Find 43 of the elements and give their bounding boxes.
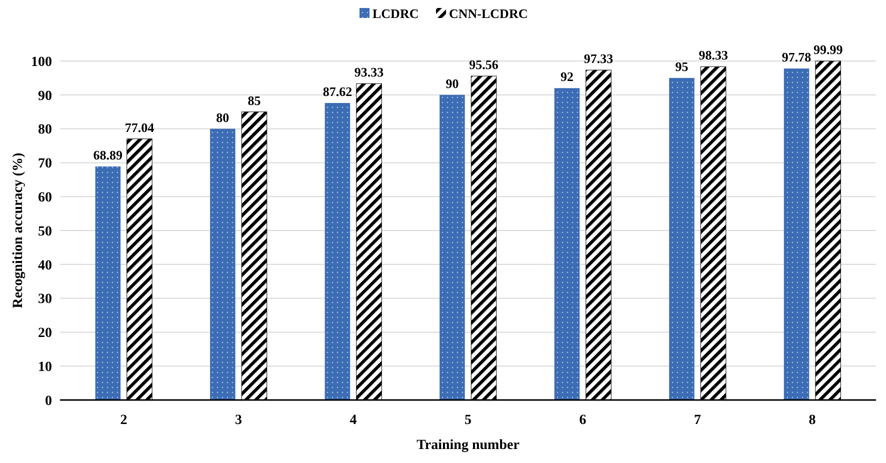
- y-tick-label: 0: [45, 394, 52, 409]
- x-tick-label: 4: [350, 413, 357, 428]
- x-axis-title: Training number: [416, 438, 520, 453]
- y-tick-label: 50: [38, 224, 52, 240]
- y-tick-label: 100: [31, 54, 52, 70]
- x-tick-label: 3: [234, 413, 242, 428]
- data-label: 68.89: [93, 147, 124, 162]
- data-label: 95.56: [469, 57, 499, 72]
- y-tick-label: 80: [38, 122, 52, 138]
- bar: [784, 68, 810, 400]
- y-tick-label: 90: [38, 88, 52, 104]
- bar: [95, 166, 121, 400]
- y-tick-label: 40: [38, 258, 52, 274]
- x-tick-label: 7: [694, 413, 702, 428]
- bar: [440, 94, 465, 400]
- data-label: 77.04: [124, 120, 155, 135]
- data-label: 99.99: [813, 42, 844, 58]
- bar: [669, 78, 694, 400]
- y-axis-title: Recognition accuracy (%): [11, 152, 26, 308]
- bar: [210, 128, 236, 400]
- x-tick-label: 6: [579, 413, 586, 428]
- y-tick-label: 10: [38, 360, 52, 375]
- data-label: 90: [446, 76, 459, 91]
- y-tick-label: 20: [38, 326, 52, 342]
- data-label: 97.78: [782, 50, 812, 65]
- data-label: 85: [248, 92, 262, 108]
- y-tick-label: 70: [38, 156, 52, 172]
- y-tick-label: 60: [38, 190, 52, 206]
- data-label: 92: [560, 69, 574, 84]
- y-tick-label: 30: [38, 292, 52, 308]
- x-tick-label: 5: [464, 413, 472, 428]
- x-tick-label: 8: [808, 413, 816, 428]
- data-label: 98.33: [698, 48, 728, 63]
- data-label: 93.33: [354, 64, 384, 80]
- legend-label: CNN-LCDRC: [449, 6, 528, 21]
- data-label: 80: [216, 110, 230, 125]
- legend-label: LCDRC: [372, 6, 419, 21]
- data-label: 97.33: [584, 51, 614, 66]
- bar: [324, 102, 350, 400]
- data-label: 95: [675, 58, 689, 74]
- bar: [554, 88, 580, 400]
- data-label: 87.62: [322, 84, 352, 99]
- x-tick-label: 2: [120, 413, 128, 428]
